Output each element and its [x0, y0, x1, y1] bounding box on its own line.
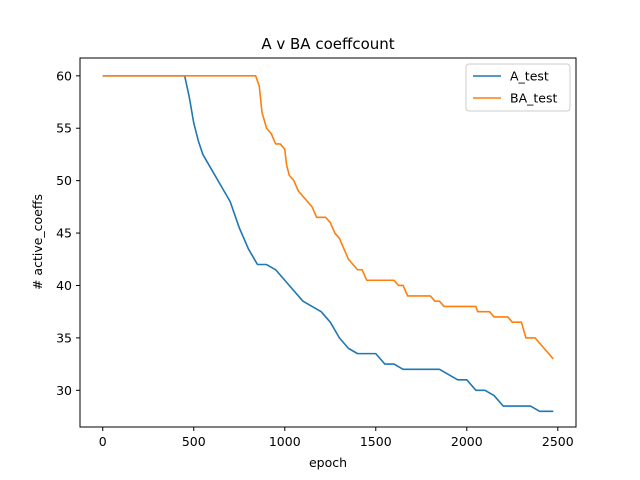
x-axis: 0 500 1000 1500 2000 2500: [99, 427, 574, 449]
y-tick-label: 40: [56, 278, 72, 293]
plot-area: [79, 57, 577, 428]
y-tick-label: 35: [56, 330, 72, 345]
series-line-ba-test: [102, 75, 554, 360]
y-tick-label: 30: [56, 383, 72, 398]
legend: A_test BA_test: [465, 63, 571, 112]
y-tick-label: 45: [56, 226, 72, 241]
y-axis-label: # active_coeffs: [30, 194, 45, 290]
chart-title: A v BA coeffcount: [261, 35, 394, 53]
x-tick-label: 2500: [542, 434, 574, 449]
legend-label: A_test: [510, 69, 549, 84]
x-tick-label: 2000: [451, 434, 483, 449]
x-tick-label: 1500: [360, 434, 392, 449]
axes-frame: [79, 57, 577, 428]
y-tick-label: 55: [56, 121, 72, 136]
series-lines: [102, 75, 554, 413]
y-tick-label: 60: [56, 68, 72, 83]
x-axis-label: epoch: [309, 455, 347, 470]
y-axis: 30 35 40 45 50 55 60: [56, 68, 80, 398]
x-tick-label: 500: [182, 434, 206, 449]
y-tick-label: 50: [56, 173, 72, 188]
legend-label: BA_test: [510, 91, 557, 106]
x-tick-label: 0: [99, 434, 107, 449]
x-tick-label: 1000: [269, 434, 301, 449]
series-line-a-test: [102, 75, 554, 413]
